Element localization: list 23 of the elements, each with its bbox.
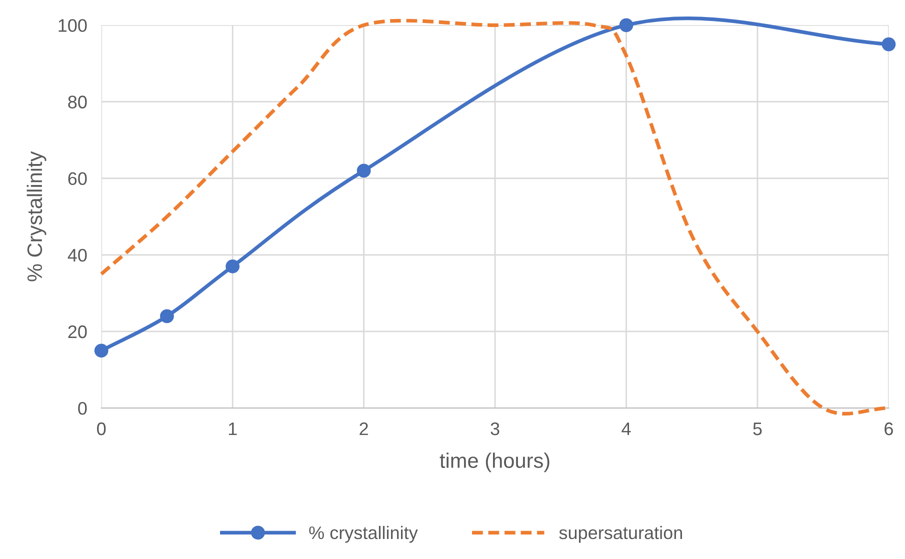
x-tick-label: 1	[228, 422, 237, 436]
x-axis-title: time (hours)	[440, 452, 550, 472]
y-tick-label: 100	[58, 19, 87, 32]
legend-label: % crystallinity	[309, 526, 418, 543]
x-tick-label: 3	[490, 422, 500, 436]
x-tick-label: 0	[97, 422, 106, 436]
y-tick-label: 0	[78, 402, 87, 415]
point	[94, 344, 108, 358]
point	[356, 164, 371, 178]
point	[619, 18, 634, 32]
x-tick-label: 2	[360, 422, 368, 436]
legend-label: supersaturation	[559, 526, 682, 543]
point	[226, 259, 240, 274]
point	[160, 309, 174, 324]
x-tick-label: 5	[753, 422, 762, 436]
y-tick-label: 40	[68, 248, 87, 262]
x-tick-label: 4	[622, 422, 631, 436]
y-tick-label: 20	[68, 325, 87, 338]
point	[882, 37, 896, 52]
y-tick-label: 80	[68, 96, 87, 108]
x-tick-label: 6	[884, 422, 893, 436]
y-tick-label: 60	[68, 172, 87, 186]
y-axis-title: % Crystallinity	[26, 151, 46, 282]
